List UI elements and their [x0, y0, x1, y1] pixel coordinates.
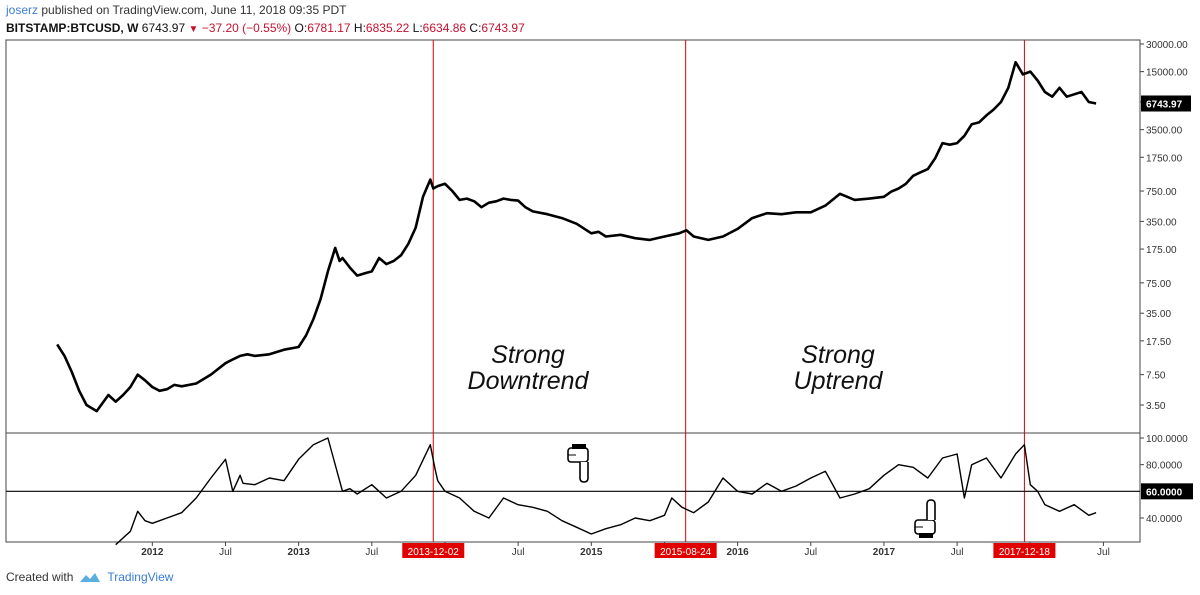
price-axis-tick: 350.00 [1146, 217, 1177, 228]
threshold-tag-bg [1141, 483, 1193, 500]
price-axis-tick: 1750.00 [1146, 153, 1183, 164]
price-axis-tick: 175.00 [1146, 245, 1177, 256]
low-value: 6634.86 [422, 21, 467, 35]
high-label: H: [353, 21, 366, 35]
price-axis-tick: 3.50 [1146, 401, 1166, 412]
x-axis-tick: Jul [365, 547, 378, 558]
indicator-axis-tick: 40.0000 [1146, 514, 1183, 525]
event-date-label: 2017-12-18 [999, 547, 1051, 558]
price-axis-tick: 17.50 [1146, 337, 1171, 348]
indicator-axis-tick: 80.0000 [1146, 461, 1183, 472]
symbol-name: BITSTAMP:BTCUSD, W [6, 21, 139, 35]
threshold-tag: 60.0000 [1146, 487, 1183, 498]
indicator-series-line [115, 437, 1097, 546]
symbol-line: BITSTAMP:BTCUSD, W 6743.97 ▼ −37.20 (−0.… [6, 21, 525, 35]
event-label-bg-2013-12-02 [402, 543, 465, 558]
last-price-tag-bg [1141, 95, 1191, 112]
open-label: O: [294, 21, 308, 35]
event-date-label: 2015-08-24 [660, 547, 712, 558]
publisher-user[interactable]: joserz [6, 3, 39, 17]
down-arrow-icon: ▼ [188, 24, 199, 35]
price-axis-tick: 750.00 [1146, 187, 1177, 198]
footer: Created with TradingView [6, 570, 173, 584]
x-axis-tick: Jul [219, 547, 232, 558]
price-axis-tick: 35.00 [1146, 309, 1171, 320]
x-axis-tick: 2017 [873, 547, 896, 558]
price-axis-tick: 30000.00 [1146, 40, 1188, 51]
low-label: L: [412, 21, 423, 35]
open-value: 6781.17 [307, 21, 351, 35]
annotation-line2: Uptrend [794, 367, 884, 395]
event-label-bg-2017-12-18 [993, 543, 1056, 558]
tradingview-logo-icon[interactable] [79, 571, 101, 583]
last-price-tag: 6743.97 [1146, 99, 1183, 110]
last-price: 6743.97 [141, 21, 186, 35]
x-axis-tick: Jul [512, 547, 525, 558]
publisher-line: joserz published on TradingView.com, Jun… [6, 3, 346, 17]
price-axis-tick: 15000.00 [1146, 68, 1188, 79]
annotation-line2: Downtrend [468, 367, 590, 395]
x-axis-tick: 2016 [726, 547, 749, 558]
chart-frame [5, 39, 1141, 543]
pointing-down-hand-icon [567, 444, 589, 483]
x-axis-tick: 2013 [288, 547, 311, 558]
high-value: 6835.22 [365, 21, 410, 35]
pointing-up-hand-icon [914, 499, 936, 538]
x-axis-tick: 2012 [141, 547, 164, 558]
price-change: −37.20 (−0.55%) [201, 21, 292, 35]
price-series-line [56, 60, 1097, 413]
event-date-label: 2013-12-02 [408, 547, 460, 558]
indicator-axis-tick: 100.0000 [1146, 434, 1188, 445]
close-value: 6743.97 [481, 21, 525, 35]
price-axis-tick: 75.00 [1146, 279, 1171, 290]
x-axis-tick: Jul [804, 547, 817, 558]
close-label: C: [469, 21, 482, 35]
x-axis-tick: Jul [951, 547, 964, 558]
published-info: published on TradingView.com, June 11, 2… [41, 3, 347, 17]
annotation-line1: Strong [491, 341, 565, 369]
x-axis-tick: Jul [1097, 547, 1110, 558]
annotation-line1: Strong [801, 341, 875, 369]
price-axis-tick: 7.50 [1146, 371, 1166, 382]
price-axis-tick: 3500.00 [1146, 126, 1183, 137]
footer-brand[interactable]: TradingView [107, 570, 174, 584]
x-axis-tick: 2015 [580, 547, 603, 558]
footer-created: Created with [6, 570, 74, 584]
event-label-bg-2015-08-24 [654, 543, 717, 558]
